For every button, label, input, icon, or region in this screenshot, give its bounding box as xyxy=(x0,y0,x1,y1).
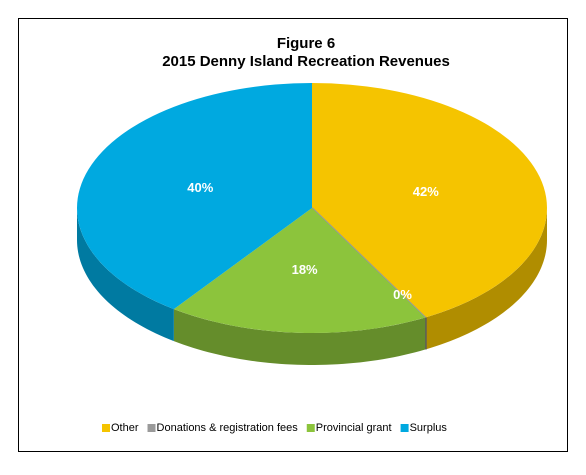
chart-subtitle: 2015 Denny Island Recreation Revenues xyxy=(162,53,450,70)
slice xyxy=(312,83,547,318)
slice-side xyxy=(425,208,547,350)
legend-swatch xyxy=(306,424,315,432)
value-label: 42% xyxy=(413,184,439,199)
legend-label: Donations & registration fees xyxy=(157,422,299,434)
value-label: 40% xyxy=(187,180,213,195)
slice xyxy=(76,83,312,310)
legend-label: Other xyxy=(111,422,139,434)
slice xyxy=(311,207,426,319)
legend-swatch xyxy=(147,424,156,432)
value-label: 18% xyxy=(292,262,318,277)
legend-label: Provincial grant xyxy=(316,422,392,434)
chart-title: Figure 6 xyxy=(277,35,335,52)
legend-swatch xyxy=(102,424,110,432)
value-label: 0% xyxy=(393,287,412,302)
legend-label: Surplus xyxy=(410,422,448,434)
slice xyxy=(173,208,426,333)
legend-swatch xyxy=(400,424,409,432)
slice-side xyxy=(77,208,174,342)
slice-side xyxy=(173,309,426,365)
